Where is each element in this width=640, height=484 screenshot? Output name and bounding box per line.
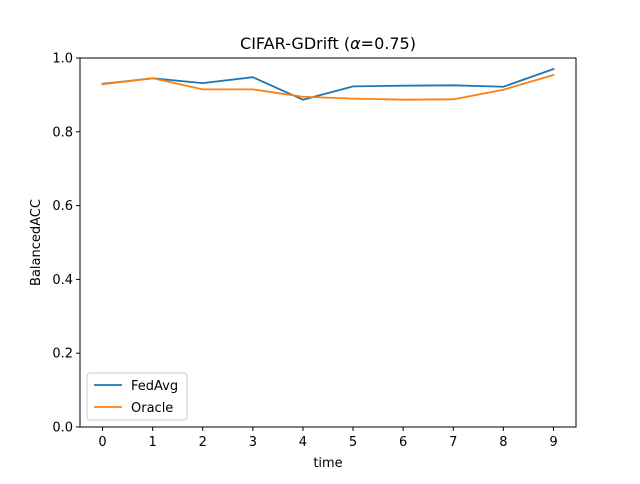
series-line-fedavg xyxy=(101,67,555,101)
x-tick-label: 2 xyxy=(199,435,207,450)
y-tick-label: 1.0 xyxy=(52,52,73,67)
x-axis-label: time xyxy=(313,456,342,471)
legend-label-fedavg: FedAvg xyxy=(131,379,178,394)
x-tick-label: 6 xyxy=(399,435,407,450)
y-tick-label: 0.8 xyxy=(52,125,73,140)
legend: FedAvg Oracle xyxy=(86,372,188,421)
chart-title-suffix: =0.75) xyxy=(361,34,416,53)
series-lines xyxy=(101,67,555,101)
chart-title-alpha-symbol: α xyxy=(350,34,361,53)
plot-frame xyxy=(79,57,577,428)
x-tick-label: 0 xyxy=(98,435,106,450)
x-tick-label: 8 xyxy=(499,435,507,450)
y-tick-label: 0.4 xyxy=(52,273,73,288)
y-tick-label: 0.2 xyxy=(52,347,73,362)
y-tick-label: 0.6 xyxy=(52,199,73,214)
x-tick-label: 5 xyxy=(349,435,357,450)
x-tick-label: 1 xyxy=(149,435,157,450)
legend-label-oracle: Oracle xyxy=(131,401,173,416)
x-axis-ticks: 0 1 2 3 4 5 6 7 8 9 xyxy=(98,427,558,450)
chart-title-prefix: CIFAR-GDrift ( xyxy=(240,34,350,53)
y-axis-ticks: 0.0 0.2 0.4 0.6 0.8 1.0 xyxy=(52,52,80,436)
y-tick-label: 0.0 xyxy=(52,421,73,436)
x-tick-label: 9 xyxy=(549,435,557,450)
y-axis-label: BalancedACC xyxy=(29,199,44,286)
series-line-oracle xyxy=(101,73,555,101)
chart-title: CIFAR-GDrift (α=0.75) xyxy=(240,34,416,53)
x-tick-label: 7 xyxy=(449,435,457,450)
x-tick-label: 4 xyxy=(299,435,307,450)
x-tick-label: 3 xyxy=(249,435,257,450)
